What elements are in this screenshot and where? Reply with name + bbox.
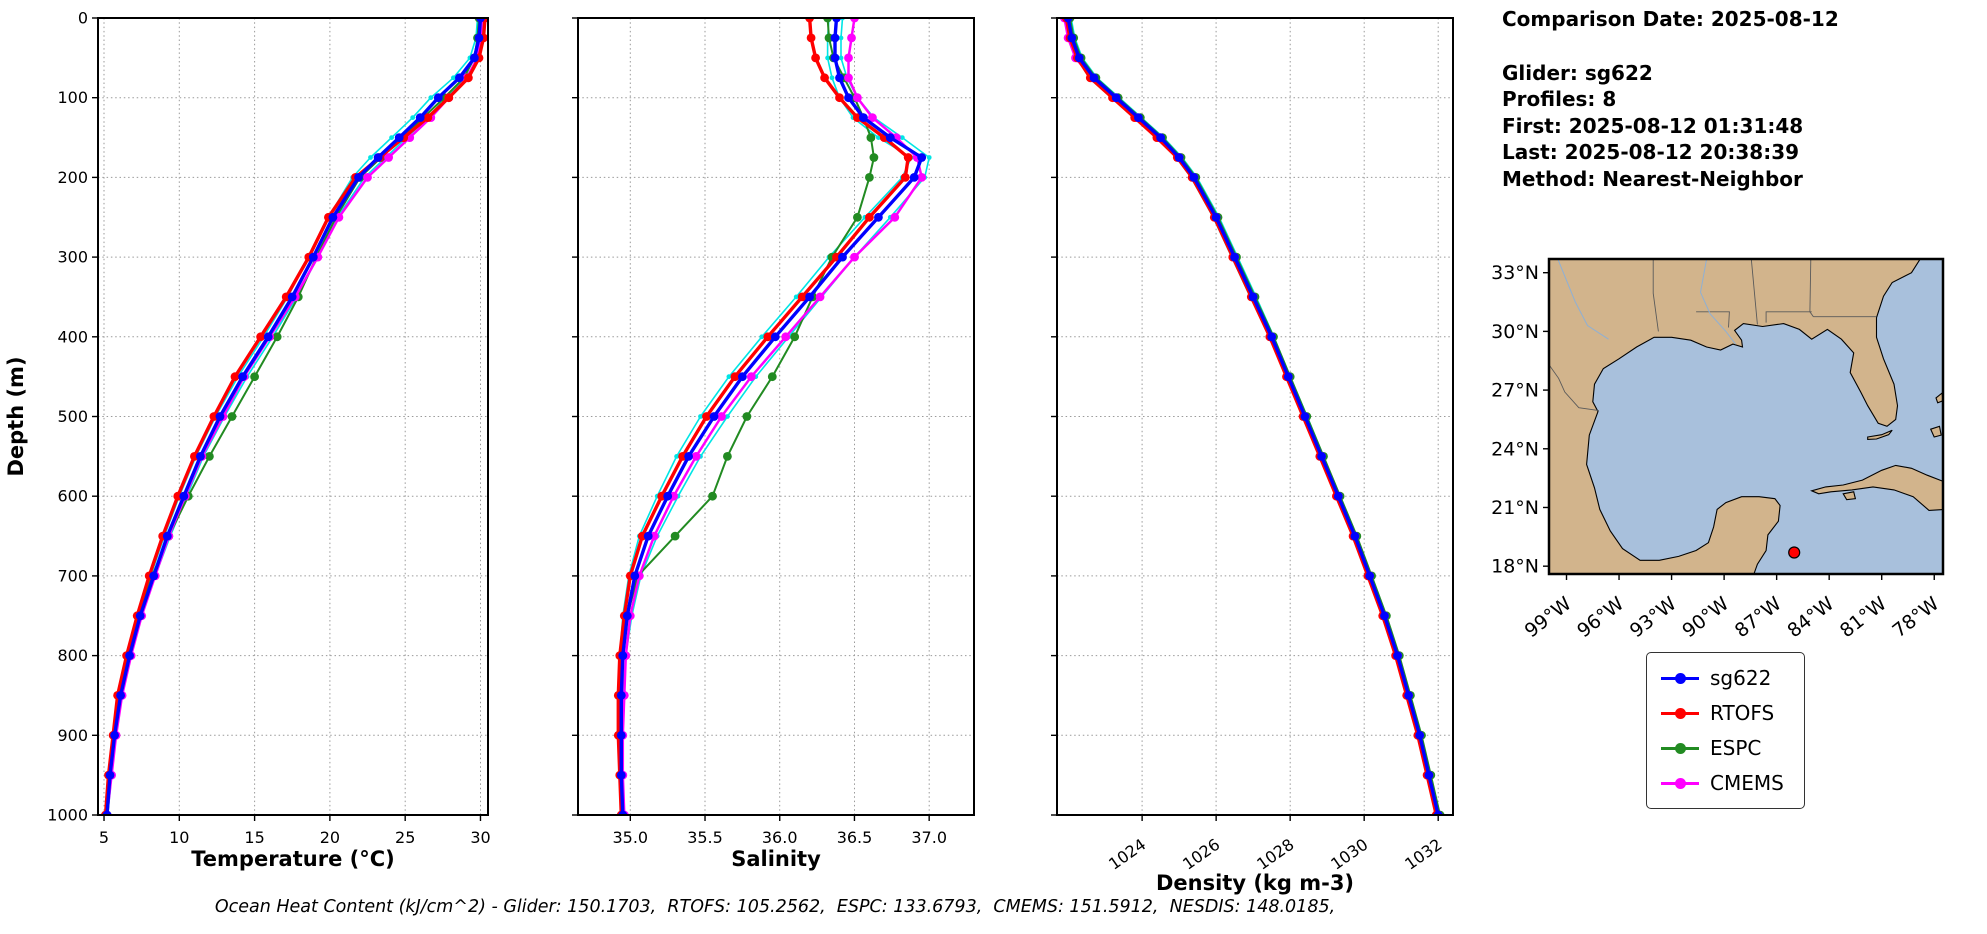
temperature-chart: 5 10 15 20 25 3001002003004005006007008009001…	[4, 9, 491, 872]
map-lon-tick-label: 93°W	[1626, 592, 1681, 642]
map-lat-tick-label: 33°N	[1491, 262, 1539, 284]
series-line-glider-profile-upper	[107, 18, 485, 815]
legend-label: CMEMS	[1710, 771, 1784, 795]
river-line	[1557, 259, 1609, 340]
y-tick-label: 100	[57, 88, 88, 107]
land-polygon	[1867, 429, 1893, 440]
legend-item-rtofs: RTOFS	[1661, 701, 1784, 725]
x-tick-label: 36.5	[837, 828, 873, 847]
x-tick-label: 20	[320, 828, 340, 847]
x-tick-label: 1024	[1105, 835, 1149, 874]
legend-item-espc: ESPC	[1661, 736, 1784, 760]
y-tick-label: 900	[57, 726, 88, 745]
state-border-line	[1750, 259, 1758, 325]
legend-label: ESPC	[1710, 736, 1762, 760]
legend: sg622 RTOFS ESPC CMEMS	[1646, 652, 1805, 809]
sg622-line-marker-icon	[1661, 672, 1699, 684]
state-border-line	[1696, 311, 1730, 328]
y-tick-label: 400	[57, 327, 88, 346]
temperature-axis-label: Temperature (°C)	[191, 847, 394, 871]
info-gap	[1502, 33, 1839, 60]
y-tick-label: 1000	[47, 806, 88, 825]
legend-label: RTOFS	[1710, 701, 1775, 725]
legend-item-cmems: CMEMS	[1661, 771, 1784, 795]
land-polygon	[1935, 391, 1943, 404]
x-tick-label: 36.0	[762, 828, 798, 847]
legend-item-sg622: sg622	[1661, 666, 1784, 690]
series-line-RTOFS	[103, 18, 487, 815]
y-tick-label: 700	[57, 566, 88, 585]
series-markers-CMEMS	[102, 18, 487, 815]
depth-axis-label: Depth (m)	[4, 356, 28, 476]
y-tick-label: 500	[57, 407, 88, 426]
x-tick-label: 1032	[1401, 835, 1445, 874]
map-lat-tick-label: 30°N	[1491, 321, 1539, 343]
x-tick-label: 5	[99, 828, 109, 847]
series-markers-sg622	[1063, 18, 1443, 815]
state-border-line	[1652, 259, 1659, 332]
series-markers-glider-profile-upper	[105, 18, 486, 815]
first-profile-time: First: 2025-08-12 01:31:48	[1502, 113, 1804, 138]
series-markers-sg622	[616, 18, 927, 815]
last-profile-time: Last: 2025-08-12 20:38:39	[1502, 140, 1800, 164]
y-tick-label: 0	[78, 9, 88, 28]
density-chart: 1024 1026 1028 1030 1032 Density (kg m-3)	[1051, 17, 1454, 895]
y-tick-label: 600	[57, 487, 88, 506]
land-polygon	[1810, 464, 1943, 511]
map-lon-tick-label: 81°W	[1836, 592, 1891, 642]
map-lon-tick-label: 96°W	[1573, 592, 1628, 642]
legend-label: sg622	[1710, 666, 1772, 690]
x-tick-label: 1026	[1179, 835, 1223, 874]
series-markers-sg622	[102, 18, 485, 815]
y-tick-label: 200	[57, 168, 88, 187]
x-tick-label: 1030	[1327, 835, 1371, 874]
x-tick-label: 35.0	[612, 828, 648, 847]
comparison-date: Comparison Date: 2025-08-12	[1502, 7, 1839, 31]
state-border-line	[1549, 364, 1599, 412]
land-polygon	[1929, 425, 1942, 438]
density-axis-label: Density (kg m-3)	[1156, 871, 1354, 895]
land-polygon	[1549, 259, 1921, 574]
gulf-of-mexico-map: 18°N 21°N 24°N 27°N 30°N 33°N 99°W96°W93°W90°W…	[1491, 257, 1945, 642]
x-tick-label: 1028	[1253, 835, 1297, 874]
x-tick-label: 15	[244, 828, 264, 847]
info-panel: Comparison Date: 2025-08-12 Glider: sg62…	[1502, 6, 1839, 192]
x-tick-label: 30	[470, 828, 490, 847]
series-line-sg622	[1066, 18, 1440, 815]
glider-name: Glider: sg622	[1502, 60, 1653, 85]
x-tick-label: 10	[169, 828, 189, 847]
method: Method: Nearest-Neighbor	[1502, 166, 1803, 191]
x-tick-label: 25	[395, 828, 415, 847]
map-lon-tick-label: 99°W	[1521, 592, 1576, 642]
x-tick-label: 37.0	[911, 828, 947, 847]
map-lon-tick-label: 90°W	[1678, 592, 1733, 642]
map-lat-tick-label: 21°N	[1491, 497, 1539, 519]
glider-location-marker	[1788, 546, 1801, 559]
map-frame	[1547, 257, 1945, 576]
river-line	[1699, 259, 1736, 345]
map-lon-tick-label: 87°W	[1731, 592, 1786, 642]
cmems-line-marker-icon	[1661, 777, 1699, 789]
land-polygon	[1842, 491, 1857, 501]
state-border-line	[1765, 311, 1812, 323]
map-lon-tick-label: 78°W	[1888, 592, 1943, 642]
map-lat-tick-label: 18°N	[1491, 556, 1539, 578]
salinity-axis-label: Salinity	[731, 847, 821, 871]
rtofs-line-marker-icon	[1661, 707, 1699, 719]
x-tick-label: 35.5	[687, 828, 723, 847]
salinity-chart: 35.0 35.5 36.0 36.5 37.0 Salinity	[572, 17, 975, 871]
map-lat-tick-label: 24°N	[1491, 438, 1539, 460]
map-lat-tick-label: 27°N	[1491, 380, 1539, 402]
y-tick-label: 800	[57, 646, 88, 665]
ocean-heat-content-text: Ocean Heat Content (kJ/cm^2) - Glider: 1…	[214, 897, 1336, 917]
profiles-count: Profiles: 8	[1502, 87, 1617, 111]
espc-line-marker-icon	[1661, 742, 1699, 754]
map-lon-tick-label: 84°W	[1783, 592, 1838, 642]
y-tick-label: 300	[57, 248, 88, 267]
